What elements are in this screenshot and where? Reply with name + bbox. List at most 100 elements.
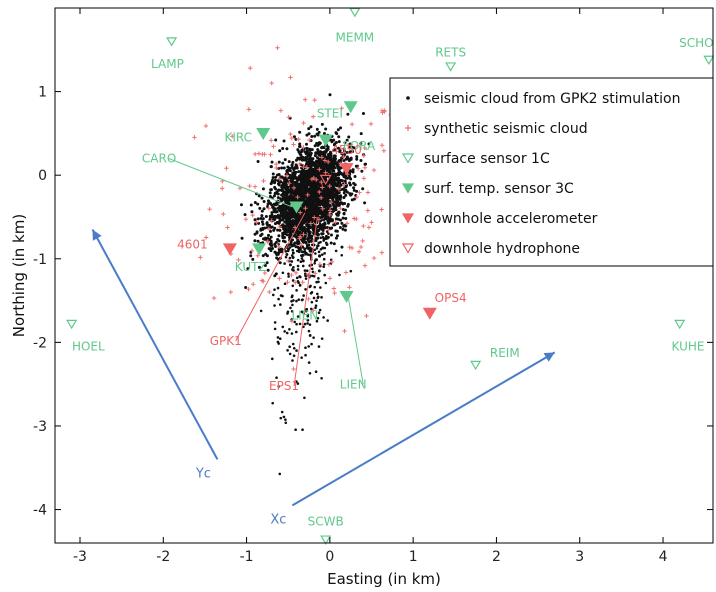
station-marker: [675, 320, 684, 328]
cloud-point: [303, 199, 306, 202]
synthetic-point: [357, 250, 361, 254]
cloud-point: [317, 176, 320, 179]
cloud-point: [260, 214, 263, 217]
cloud-point: [340, 184, 343, 187]
synthetic-point: [362, 176, 366, 180]
cloud-point: [302, 294, 305, 297]
cloud-point: [309, 167, 312, 170]
cloud-point: [301, 250, 304, 253]
synthetic-point: [279, 108, 283, 112]
cloud-point: [274, 328, 277, 331]
cloud-point: [330, 242, 333, 245]
cloud-point: [329, 93, 332, 96]
cloud-point: [343, 202, 346, 205]
cloud-point: [348, 159, 351, 162]
cloud-point: [259, 234, 262, 237]
cloud-point: [304, 171, 307, 174]
synthetic-point: [288, 132, 292, 136]
cloud-point: [261, 210, 264, 213]
cloud-point: [299, 276, 302, 279]
cloud-point: [288, 160, 291, 163]
cloud-point: [305, 253, 308, 256]
cloud-point: [302, 246, 305, 249]
cloud-point: [315, 152, 318, 155]
cloud-point: [343, 212, 346, 215]
synthetic-point: [225, 225, 229, 229]
cloud-point: [324, 197, 327, 200]
cloud-point: [338, 191, 341, 194]
cloud-point: [289, 353, 292, 356]
synthetic-point: [270, 81, 274, 85]
cloud-point: [320, 296, 323, 299]
cloud-point: [283, 183, 286, 186]
cloud-point: [265, 222, 268, 225]
cloud-point: [296, 148, 299, 151]
synthetic-point: [224, 166, 228, 170]
cloud-point: [289, 219, 292, 222]
station-marker: [345, 102, 357, 112]
x-tick-label: 3: [575, 549, 584, 565]
cloud-point: [337, 204, 340, 207]
synthetic-point: [277, 276, 281, 280]
cloud-point: [262, 254, 265, 257]
cloud-point: [361, 187, 364, 190]
cloud-point: [321, 337, 324, 340]
synthetic-point: [221, 212, 225, 216]
cloud-point: [269, 244, 272, 247]
cloud-point: [309, 285, 312, 288]
cloud-point: [274, 321, 277, 324]
cloud-point: [331, 159, 334, 162]
cloud-point: [299, 323, 302, 326]
cloud-point: [277, 234, 280, 237]
cloud-point: [278, 473, 281, 476]
synthetic-point: [269, 138, 273, 142]
cloud-point: [290, 185, 293, 188]
station-marker: [224, 244, 236, 254]
cloud-point: [283, 330, 286, 333]
cloud-point: [296, 220, 299, 223]
cloud-point: [295, 159, 298, 162]
station-label: LIEN: [291, 309, 318, 323]
cloud-point: [319, 150, 322, 153]
station-label: 4601: [177, 238, 208, 252]
cloud-point: [304, 354, 307, 357]
legend-label: downhole accelerometer: [424, 211, 598, 227]
cloud-point: [284, 186, 287, 189]
cloud-point: [317, 201, 320, 204]
cloud-point: [317, 242, 320, 245]
y-axis-title: Northing (in km): [10, 214, 28, 337]
cloud-point: [346, 205, 349, 208]
cloud-point: [297, 268, 300, 271]
cloud-point: [323, 263, 326, 266]
cloud-point: [312, 336, 315, 339]
cloud-point: [306, 247, 309, 250]
cloud-point: [309, 334, 312, 337]
cloud-point: [324, 152, 327, 155]
cloud-point: [274, 139, 277, 142]
cloud-point: [332, 194, 335, 197]
cloud-point: [250, 204, 253, 207]
synthetic-point: [332, 286, 336, 290]
cloud-point: [305, 134, 308, 137]
cloud-point: [301, 257, 304, 260]
x-tick-label: 4: [659, 549, 668, 565]
cloud-point: [312, 209, 315, 212]
cloud-point: [306, 150, 309, 153]
cloud-point: [306, 244, 309, 247]
cloud-point: [240, 203, 243, 206]
cloud-point: [314, 252, 317, 255]
cloud-point: [244, 286, 247, 289]
cloud-point: [297, 231, 300, 234]
cloud-point: [349, 177, 352, 180]
legend-label: synthetic seismic cloud: [424, 121, 588, 137]
cloud-point: [298, 131, 301, 134]
cloud-point: [302, 229, 305, 232]
synthetic-point: [350, 246, 354, 250]
synthetic-point: [300, 280, 304, 284]
cloud-point: [284, 282, 287, 285]
cloud-point: [323, 132, 326, 135]
cloud-point: [289, 246, 292, 249]
synthetic-point: [350, 122, 354, 126]
synthetic-point: [271, 144, 275, 148]
cloud-point: [315, 281, 318, 284]
